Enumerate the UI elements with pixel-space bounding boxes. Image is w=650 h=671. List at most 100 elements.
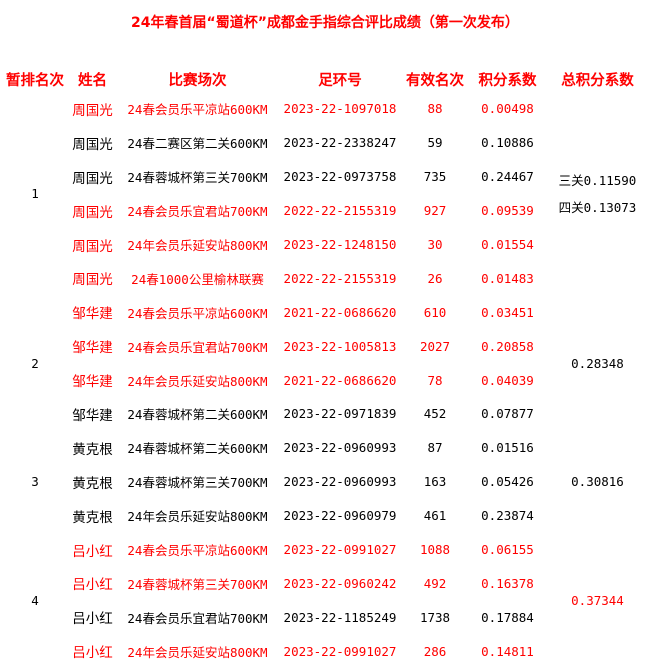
table-row: 4 吕小红 24春会员乐平凉站600KM 2023-22-0991027 1088 0.0… [0, 533, 650, 608]
name-cell: 邹华建 [72, 306, 113, 323]
rank-cell: 3 [31, 474, 39, 490]
header-total: 总积分系数 [561, 72, 634, 89]
event-cell: 24春蓉城杯第三关700KM [127, 475, 268, 491]
event-cell: 24春二赛区第二关600KM [127, 136, 268, 152]
name-cell: 黄克根 [72, 475, 113, 492]
total-coefficient-value: 四关0.13073 [558, 199, 637, 215]
coefficient-cell: 0.23874 [481, 508, 534, 524]
header-place: 有效名次 [406, 72, 464, 89]
table-row: 黄克根 24年会员乐延安站800KM 2023-22-0960979 461 0.238… [0, 499, 650, 533]
coefficient-cell: 0.14811 [481, 643, 534, 659]
table-row: 周国光 24春二赛区第二关600KM 2023-22-2338247 59 0.1088… [0, 126, 650, 160]
event-cell: 24春会员乐平凉站600KM [127, 102, 268, 118]
ring-number-cell: 2023-22-1097018 [283, 101, 397, 117]
ring-number-cell: 2023-22-0973758 [283, 169, 397, 185]
page-title: 24年春首届“蜀道杯”成都金手指综合评比成绩（第一次发布） [131, 15, 519, 31]
name-cell: 周国光 [72, 272, 113, 289]
name-cell: 吕小红 [72, 611, 113, 628]
header-rank: 暂排名次 [6, 72, 64, 89]
name-cell: 黄克根 [72, 509, 113, 526]
event-cell: 24年会员乐延安站800KM [127, 373, 268, 389]
table-row: 3 黄克根 24春蓉城杯第二关600KM 2023-22-0960993 87 0.015… [0, 431, 650, 489]
ring-number-cell: 2023-22-0991027 [283, 643, 397, 659]
ring-number-cell: 2023-22-2338247 [283, 135, 397, 151]
results-table: 暂排名次 姓名 比赛场次 足环号 有效名次 积分系数 总积分系数 1 周国光 24春… [0, 66, 650, 668]
place-cell: 1738 [419, 609, 451, 625]
ring-number-cell: 2023-22-0960993 [283, 440, 397, 456]
total-coefficient-value: 0.28348 [571, 355, 624, 371]
name-cell: 吕小红 [72, 543, 113, 560]
coefficient-cell: 0.09539 [481, 203, 534, 219]
total-coefficient-cell: 0.30816 [545, 431, 650, 533]
table-row: 吕小红 24年会员乐延安站800KM 2023-22-0991027 286 0.148… [0, 634, 650, 668]
coefficient-cell: 0.24467 [481, 169, 534, 185]
coefficient-cell: 0.05426 [481, 474, 534, 490]
table-row: 邹华建 24年会员乐延安站800KM 2021-22-0686620 78 0.0403… [0, 363, 650, 397]
name-cell: 黄克根 [72, 441, 113, 458]
table-row: 吕小红 24春会员乐宜君站700KM 2023-22-1185249 1738 0.17… [0, 600, 650, 634]
total-coefficient-value: 0.37344 [571, 592, 624, 608]
place-cell: 26 [427, 270, 443, 286]
header-name: 姓名 [78, 72, 107, 89]
coefficient-cell: 0.01554 [481, 237, 534, 252]
place-cell: 87 [427, 440, 443, 456]
header-coef: 积分系数 [478, 72, 537, 89]
ring-number-cell: 2022-22-2155319 [283, 203, 397, 219]
table-row: 吕小红 24春蓉城杯第三关700KM 2023-22-0960242 492 0.163… [0, 566, 650, 600]
ring-number-cell: 2023-22-1248150 [283, 237, 397, 252]
coefficient-cell: 0.03451 [481, 304, 534, 320]
event-cell: 24春会员乐宜君站700KM [127, 339, 268, 355]
total-coefficient-cell: 三关0.11590 四关0.13073 [545, 92, 650, 295]
name-cell: 邹华建 [72, 374, 113, 391]
table-row: 1 周国光 24春会员乐平凉站600KM 2023-22-1097018 88 0.004… [0, 92, 650, 214]
place-cell: 492 [423, 575, 447, 591]
event-cell: 24春1000公里榆林联赛 [131, 271, 264, 287]
event-cell: 24年会员乐延安站800KM [127, 238, 268, 253]
coefficient-cell: 0.07877 [481, 406, 534, 422]
table-row: 周国光 24年会员乐延安站800KM 2023-22-1248150 30 0.0155… [0, 228, 650, 262]
coefficient-cell: 0.17884 [481, 609, 534, 625]
coefficient-cell: 0.06155 [481, 542, 534, 558]
ring-number-cell: 2023-22-0971839 [283, 406, 397, 422]
header-event: 比赛场次 [168, 72, 227, 89]
name-cell: 周国光 [72, 102, 113, 119]
total-coefficient-cell: 0.37344 [545, 533, 650, 669]
rank-cell: 2 [31, 355, 39, 371]
ring-number-cell: 2023-22-0960242 [283, 575, 397, 591]
table-row: 邹华建 24春会员乐宜君站700KM 2023-22-1005813 2027 0.20… [0, 329, 650, 363]
place-cell: 1088 [419, 542, 451, 558]
ring-number-cell: 2023-22-1185249 [283, 609, 397, 625]
rank-cell: 4 [31, 592, 39, 608]
place-cell: 735 [423, 169, 447, 185]
coefficient-cell: 0.01516 [481, 440, 534, 456]
ring-number-cell: 2021-22-0686620 [283, 372, 397, 388]
event-cell: 24春会员乐平凉站600KM [127, 305, 268, 321]
place-cell: 2027 [419, 338, 451, 354]
name-cell: 吕小红 [72, 645, 113, 662]
place-cell: 610 [423, 304, 447, 320]
ring-number-cell: 2023-22-0960993 [283, 474, 397, 490]
event-cell: 24春会员乐平凉站600KM [127, 543, 268, 559]
table-row: 黄克根 24春蓉城杯第三关700KM 2023-22-0960993 163 0.054… [0, 465, 650, 499]
table-row: 邹华建 24春蓉城杯第二关600KM 2023-22-0971839 452 0.078… [0, 397, 650, 431]
event-cell: 24春蓉城杯第二关600KM [127, 407, 268, 423]
place-cell: 59 [427, 135, 443, 151]
rank-cell: 1 [31, 186, 39, 202]
event-cell: 24春蓉城杯第二关600KM [127, 441, 268, 457]
place-cell: 88 [427, 101, 443, 117]
event-cell: 24年会员乐延安站800KM [127, 644, 268, 660]
ring-number-cell: 2023-22-1005813 [283, 338, 397, 354]
place-cell: 286 [423, 643, 447, 659]
place-cell: 163 [423, 474, 447, 490]
header-row: 暂排名次 姓名 比赛场次 足环号 有效名次 积分系数 总积分系数 [0, 66, 650, 92]
coefficient-cell: 0.10886 [481, 135, 534, 151]
coefficient-cell: 0.00498 [481, 101, 534, 117]
place-cell: 927 [423, 203, 447, 219]
ring-number-cell: 2021-22-0686620 [283, 304, 397, 320]
coefficient-cell: 0.16378 [481, 575, 534, 591]
coefficient-cell: 0.04039 [481, 372, 534, 388]
total-coefficient-value: 0.30816 [571, 474, 624, 490]
table-row: 2 邹华建 24春会员乐平凉站600KM 2021-22-0686620 610 0.03… [0, 295, 650, 371]
name-cell: 周国光 [72, 136, 113, 153]
event-cell: 24年会员乐延安站800KM [127, 509, 268, 525]
